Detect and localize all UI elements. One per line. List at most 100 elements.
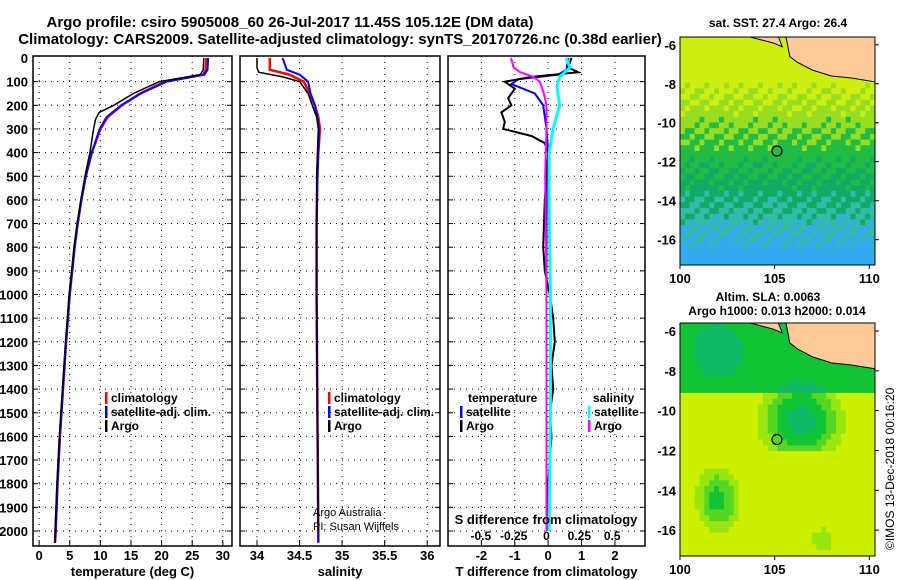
map-cell [792,381,798,388]
map-cell [840,387,847,394]
map-cell [680,42,686,49]
map-cell [850,230,856,237]
depth-tick-label: 0 [21,51,28,66]
map-cell [865,116,871,123]
annotation-line: PI: Susan Wijffels [313,521,399,533]
map-cell [723,99,730,106]
map-cell [845,398,852,406]
map-cell [806,230,813,237]
map-cell [792,550,798,557]
map-cell [821,416,827,423]
map-cell [777,433,783,440]
map-cell [816,410,822,417]
map-cell [767,456,774,464]
map-cell [704,526,710,534]
map-cell [806,439,813,446]
map-cell [777,236,783,243]
map-cell [865,168,871,175]
map-cell [728,526,735,534]
map-cell [753,230,759,237]
map-cell [860,247,866,255]
map-cell [748,173,754,180]
map-cell [748,76,754,84]
map-cell [728,202,735,209]
map-cell [845,410,852,417]
map-cell [689,544,696,551]
map-cell [738,213,744,220]
map-cell [826,456,832,464]
map-cell [733,375,739,382]
map-cell [797,173,803,180]
map-cell [680,190,686,198]
map-cell [865,242,871,249]
map-cell [845,427,852,435]
map-cell [767,133,774,141]
map-cell [826,179,832,186]
map-cell [738,162,744,169]
map-cell [840,225,847,232]
map-cell [714,219,720,226]
map-cell [738,259,744,266]
map-cell [806,128,813,135]
map-cell [699,456,705,464]
map-cell [723,59,730,66]
map-cell [806,503,813,510]
map-cell [836,208,842,215]
map-cell [806,202,813,209]
map-cell [728,497,735,505]
map-cell [723,185,730,192]
map-cell [860,503,866,510]
map-cell [762,352,769,359]
map-cell [782,71,788,78]
map-cell [767,42,774,49]
map-cell [723,253,730,260]
map-cell [806,427,813,435]
map-cell [767,526,774,534]
map-cell [860,162,866,169]
map-cell [709,219,715,226]
x2-tick-label: -0.25 [500,529,528,543]
map-cell [855,173,861,180]
map-cell [719,422,725,429]
map-cell [758,242,764,249]
map-cell [733,128,739,135]
map-cell [758,532,764,540]
map-cell [811,404,817,411]
map-cell [689,99,696,106]
map-cell [855,451,861,458]
map-cell [719,497,725,505]
map-cell [870,433,876,440]
map-cell [831,128,837,135]
map-cell [748,416,754,423]
map-cell [748,185,754,192]
map-cell [792,111,798,118]
map-cell [772,156,778,163]
map-cell [840,76,847,84]
map-cell [816,439,822,446]
map-cell [845,515,852,522]
map-cell [870,202,876,209]
map-cell [811,369,817,376]
map-cell [787,357,793,365]
map-cell [811,236,817,243]
map-cell [792,208,798,215]
map-cell [826,236,832,243]
map-cell [782,433,788,440]
map-cell [811,151,817,158]
map-cell [748,202,754,209]
map-cell [723,369,730,376]
map-cell [826,544,832,551]
map-cell [758,445,764,452]
map-cell [714,253,720,260]
map-frame [679,36,876,266]
map-cell [826,538,832,545]
map-cell [787,225,793,232]
map-cell [694,328,700,336]
map-cell [831,196,837,203]
map-cell [709,122,715,129]
map-cell [772,486,778,493]
map-cell [723,139,730,146]
map-cell [738,168,744,175]
map-cell [753,352,759,359]
map-cell [699,196,705,203]
